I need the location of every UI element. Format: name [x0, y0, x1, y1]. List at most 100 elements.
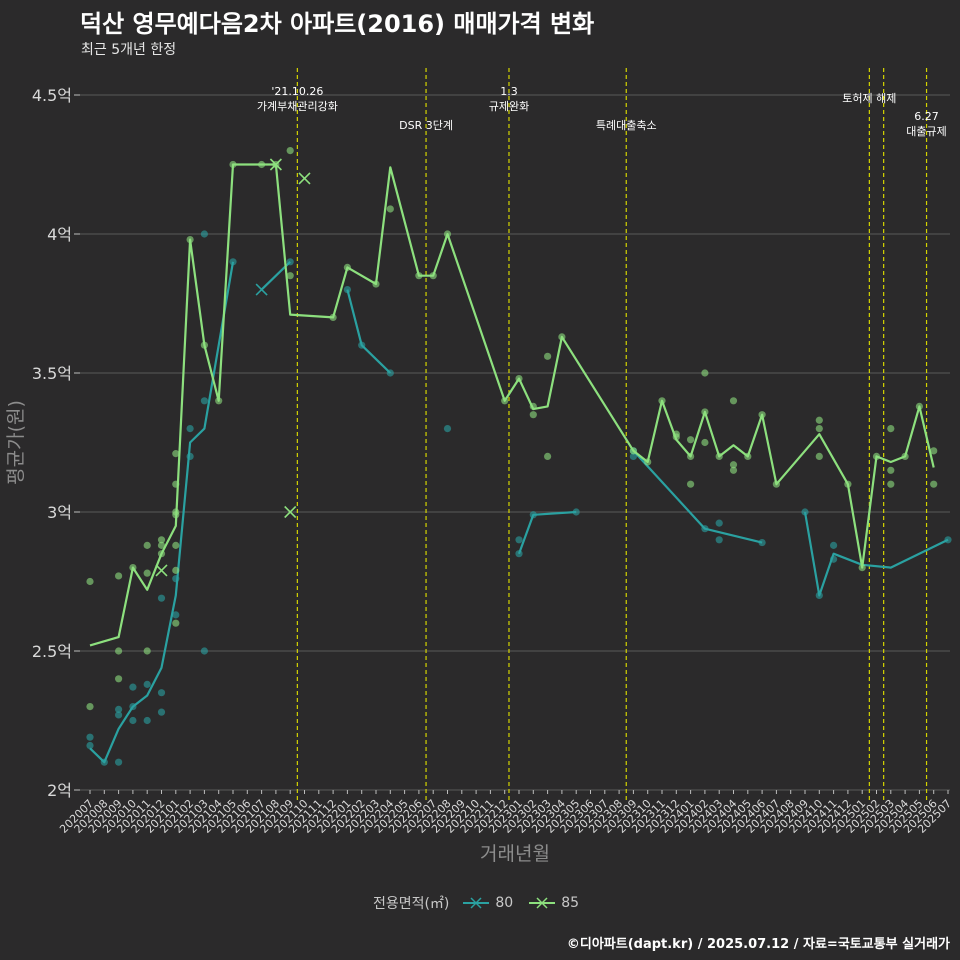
- y-tick-label: 3.5억: [32, 364, 72, 383]
- event-label: 규제완화: [489, 100, 529, 113]
- mean-marker-85: [155, 564, 168, 577]
- data-point-80: [200, 230, 208, 238]
- event-label: 6.27: [914, 110, 939, 123]
- data-point-80: [715, 536, 723, 544]
- event-label: 토허제 해제: [842, 91, 896, 105]
- data-point-80: [86, 741, 94, 750]
- chart-subtitle: 최근 5개년 한정: [81, 42, 177, 58]
- data-point-80: [830, 541, 838, 549]
- data-point-80: [572, 508, 580, 516]
- y-tick-label: 2억: [47, 781, 72, 800]
- x-axis-title: 거래년월: [480, 843, 550, 865]
- data-point-80: [715, 519, 723, 527]
- legend-item-80: 80: [461, 895, 513, 911]
- data-point-85: [815, 416, 823, 424]
- data-point-85: [86, 577, 94, 586]
- event-label: 대출규제: [906, 125, 946, 138]
- data-point-80: [129, 716, 137, 725]
- series-line-80: [346, 289, 392, 374]
- event-label: '21.10.26: [271, 85, 323, 98]
- y-tick-label: 4억: [47, 225, 72, 244]
- data-point-85: [687, 480, 695, 488]
- event-label: DSR 3단계: [399, 119, 453, 132]
- data-point-85: [887, 480, 895, 488]
- data-point-80: [86, 733, 94, 741]
- data-point-85: [729, 466, 738, 474]
- mean-marker-85: [269, 158, 282, 171]
- legend-title: 전용면적(㎡): [372, 896, 450, 912]
- data-point-85: [86, 703, 94, 711]
- data-point-80: [515, 536, 523, 544]
- data-point-85: [157, 536, 166, 544]
- y-axis-title: 평균가(원): [5, 400, 27, 485]
- data-point-85: [729, 461, 738, 469]
- data-point-85: [115, 647, 123, 655]
- event-label: 가계부채관리강화: [257, 100, 338, 113]
- legend-item-85: 85: [527, 895, 579, 911]
- data-point-80: [115, 711, 123, 719]
- data-point-85: [815, 452, 823, 460]
- data-point-85: [930, 480, 938, 488]
- legend-label-80: 80: [495, 895, 514, 911]
- data-point-85: [172, 450, 180, 458]
- series-line-80: [517, 510, 577, 555]
- data-point-85: [729, 397, 738, 405]
- y-tick-label: 2.5억: [32, 642, 72, 661]
- event-label: 1.3: [500, 85, 518, 98]
- data-point-85: [930, 447, 938, 455]
- data-point-80: [157, 689, 166, 697]
- source-caption: ©디아파트(dapt.kr) / 2025.07.12 / 자료=국토교통부 실…: [566, 937, 950, 952]
- chart-title: 덕산 영무예다음2차 아파트(2016) 매매가격 변화: [80, 10, 595, 38]
- mean-marker-85: [298, 172, 311, 185]
- data-point-85: [157, 541, 166, 549]
- series-line-85: [89, 163, 935, 647]
- data-point-85: [386, 205, 394, 213]
- data-point-85: [172, 619, 180, 627]
- y-tick-label: 4.5억: [32, 86, 72, 105]
- data-point-80: [200, 397, 208, 405]
- data-point-80: [115, 705, 123, 713]
- data-point-85: [701, 438, 709, 447]
- data-point-80: [143, 680, 151, 688]
- data-point-85: [286, 147, 294, 155]
- data-point-80: [143, 716, 151, 725]
- data-point-85: [143, 647, 151, 655]
- data-point-85: [115, 572, 123, 580]
- data-point-85: [143, 541, 151, 549]
- data-point-80: [200, 647, 208, 655]
- mean-marker-85: [284, 505, 297, 519]
- data-point-80: [629, 452, 638, 460]
- data-point-85: [529, 411, 537, 419]
- series-line-80: [89, 261, 235, 764]
- data-point-80: [186, 425, 194, 433]
- legend: 전용면적(㎡) 80 85: [0, 893, 960, 913]
- data-point-80: [172, 611, 180, 619]
- legend-label-85: 85: [561, 895, 580, 911]
- data-point-85: [687, 436, 695, 444]
- data-point-85: [172, 566, 180, 574]
- mean-marker-80: [255, 283, 268, 296]
- data-point-85: [887, 466, 895, 474]
- data-point-85: [887, 425, 895, 433]
- data-point-80: [115, 758, 123, 766]
- data-point-85: [701, 369, 709, 377]
- series-line-80: [632, 450, 763, 544]
- data-point-85: [143, 569, 151, 577]
- data-point-85: [544, 452, 552, 460]
- data-point-85: [115, 675, 123, 683]
- data-point-80: [157, 594, 166, 602]
- series-line-80: [803, 511, 949, 597]
- y-tick-label: 3억: [47, 503, 72, 522]
- event-label: 특례대출축소: [596, 119, 657, 132]
- legend-swatch-85: [529, 897, 556, 909]
- data-point-80: [129, 683, 137, 691]
- data-point-85: [544, 352, 552, 360]
- data-point-80: [157, 708, 166, 716]
- data-point-80: [801, 508, 809, 516]
- data-point-85: [172, 541, 180, 549]
- data-point-85: [815, 425, 823, 433]
- data-point-85: [286, 272, 294, 280]
- legend-swatch-80: [463, 897, 490, 909]
- data-point-80: [443, 425, 452, 433]
